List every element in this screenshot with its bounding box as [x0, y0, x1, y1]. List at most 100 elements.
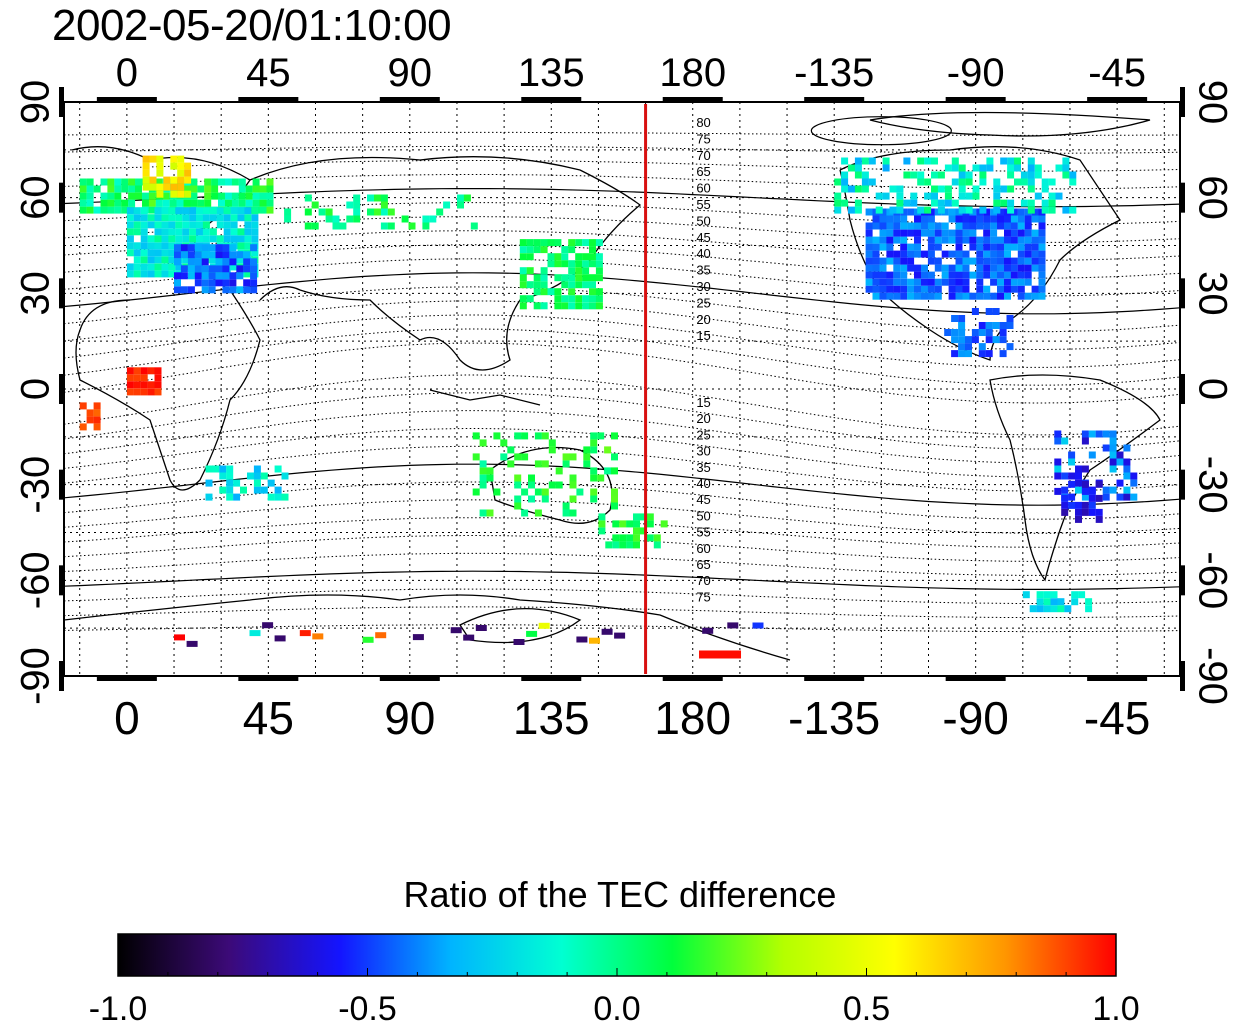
tec-cell [965, 178, 973, 186]
tec-cell [237, 214, 245, 222]
tec-cell [147, 214, 155, 222]
tec-cell [161, 256, 169, 264]
tec-cell [948, 292, 956, 300]
tec-cell [962, 236, 970, 244]
tec-cell [955, 236, 963, 244]
tec-cell [562, 453, 570, 461]
tec-cell [161, 221, 169, 229]
tec-cell [244, 270, 252, 278]
tec-cell [595, 260, 603, 268]
frame-tick [945, 97, 1006, 102]
tec-cell [879, 229, 887, 237]
tec-cell [575, 281, 583, 289]
tec-cell [1031, 215, 1039, 223]
tec-cell [422, 215, 430, 223]
colorbar-title: Ratio of the TEC difference [403, 874, 837, 915]
tec-cell [992, 336, 1000, 344]
tec-cell [1048, 178, 1056, 186]
tec-cell [202, 228, 210, 236]
tec-cell [534, 509, 542, 517]
tec-cell [934, 264, 942, 272]
tec-cell [983, 215, 991, 223]
contour-label: 20 [696, 312, 710, 327]
tec-cell [222, 258, 230, 266]
tec-cell [380, 222, 388, 230]
contour-label: 45 [696, 230, 710, 245]
tec-cell [229, 279, 237, 287]
tec-cell [934, 278, 942, 286]
tec-cell [274, 465, 282, 473]
tec-cell [948, 215, 956, 223]
tec-cell [1031, 229, 1039, 237]
tec-cell [175, 221, 183, 229]
tec-cell [161, 207, 169, 215]
tec-cell [612, 534, 620, 542]
tec-cell [1004, 285, 1011, 293]
right-latitude-labels: 90 60 30 0 -30 -60 -90 [1190, 80, 1234, 705]
tec-cell [955, 250, 963, 258]
frame-tick [238, 676, 299, 681]
tec-cell [1010, 271, 1018, 279]
tec-cell [100, 206, 108, 214]
tec-cell [575, 295, 583, 303]
tec-cell [944, 185, 952, 193]
tec-cell [941, 236, 949, 244]
tec-cell [223, 214, 231, 222]
latitude-label: 30 [14, 271, 58, 316]
tec-cell [999, 336, 1007, 344]
contour-label: 30 [696, 279, 710, 294]
tec-cell [1031, 285, 1039, 293]
tec-cell [597, 474, 605, 482]
tec-cell [212, 465, 220, 473]
tec-cell [653, 534, 661, 542]
tec-cell [583, 453, 591, 461]
tec-cell [1123, 444, 1131, 452]
tec-cell [274, 493, 282, 501]
contour-label: 70 [696, 573, 710, 588]
tec-cell [879, 215, 887, 223]
tec-cell [575, 260, 583, 268]
tec-cell [569, 495, 577, 503]
tec-cell [1024, 271, 1032, 279]
tec-cell [972, 192, 980, 200]
tec-cell [924, 192, 932, 200]
tec-cell [882, 192, 890, 200]
tec-cell [1024, 236, 1032, 244]
tec-cell [1088, 508, 1096, 516]
tec-cell [170, 176, 178, 184]
tec-cell [208, 244, 216, 252]
tec-cell [569, 474, 577, 482]
tec-cell [183, 185, 191, 193]
tec-cell [194, 279, 202, 287]
tec-cell [879, 257, 887, 265]
tec-cell [958, 329, 966, 336]
tec-cell [590, 467, 598, 475]
tec-cell [156, 190, 164, 198]
tec-cell [250, 244, 258, 252]
tec-cell [259, 185, 267, 193]
tec-cell [168, 263, 176, 271]
tec-cell [211, 192, 219, 200]
tec-cell [997, 292, 1004, 300]
longitude-label: 0 [116, 51, 138, 95]
tec-cell [1116, 493, 1124, 501]
tec-cell [1024, 222, 1032, 230]
tec-cell [554, 274, 562, 282]
tec-cell [872, 271, 880, 279]
tec-cell [976, 236, 984, 244]
tec-cell [997, 243, 1004, 251]
tec-cell [985, 336, 993, 344]
tec-cell [1007, 206, 1015, 214]
tec-cell [958, 192, 966, 200]
tec-cell [251, 214, 259, 222]
tec-cell [182, 207, 190, 215]
tec-cell [161, 214, 169, 222]
frame-tick [59, 182, 64, 213]
tec-cell [177, 190, 185, 198]
tec-cell [133, 256, 141, 264]
tec-cell [528, 481, 535, 489]
tec-cell [93, 402, 101, 410]
tec-cell [1081, 487, 1089, 495]
tec-cell [978, 350, 986, 358]
tec-cell [387, 208, 395, 216]
